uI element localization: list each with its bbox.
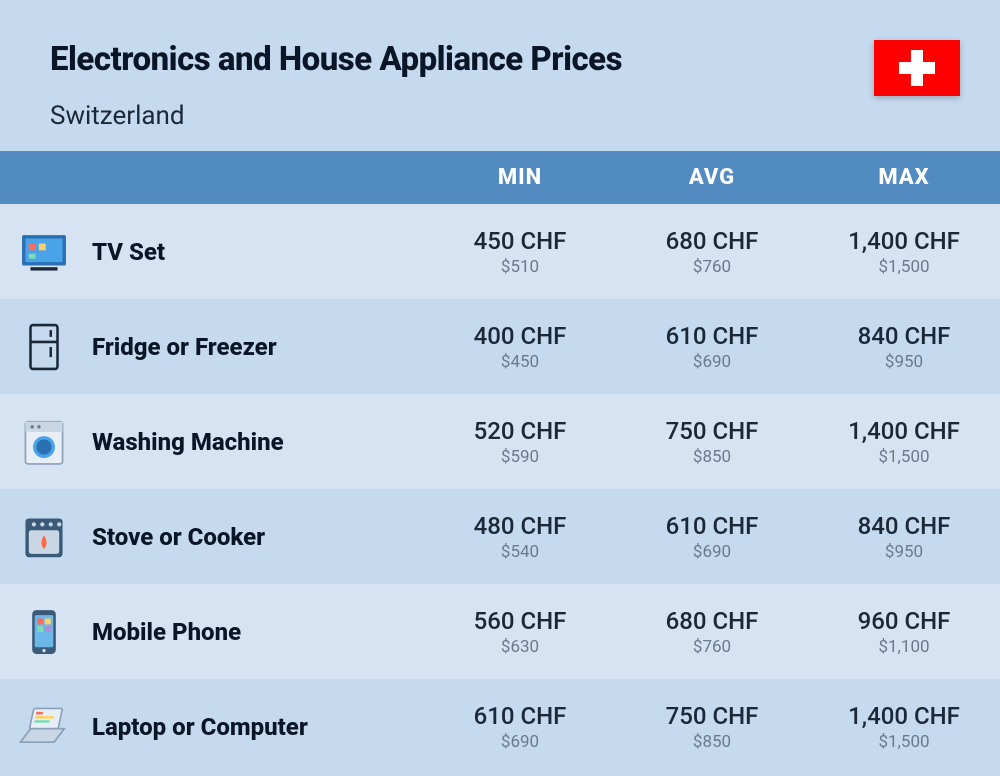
price-min: 520 CHF$590 (424, 394, 616, 489)
price-min: 610 CHF$690 (424, 679, 616, 774)
price-usd: $590 (424, 447, 616, 467)
header-icon-col (0, 151, 80, 204)
page-header: Electronics and House Appliance Prices S… (0, 0, 1000, 151)
price-chf: 750 CHF (616, 702, 808, 730)
price-usd: $1,500 (808, 732, 1000, 752)
price-max: 840 CHF$950 (808, 299, 1000, 394)
price-avg: 610 CHF$690 (616, 299, 808, 394)
price-usd: $760 (616, 637, 808, 657)
header-avg: AVG (616, 151, 808, 204)
table-body: TV Set450 CHF$510680 CHF$7601,400 CHF$1,… (0, 204, 1000, 774)
price-chf: 960 CHF (808, 607, 1000, 635)
price-usd: $690 (424, 732, 616, 752)
price-avg: 750 CHF$850 (616, 679, 808, 774)
table-header: MIN AVG MAX (0, 151, 1000, 204)
price-chf: 400 CHF (424, 322, 616, 350)
price-chf: 610 CHF (616, 512, 808, 540)
country-name: Switzerland (50, 101, 622, 131)
item-name: Mobile Phone (80, 584, 424, 679)
stove-icon (0, 489, 80, 584)
price-min: 480 CHF$540 (424, 489, 616, 584)
price-max: 1,400 CHF$1,500 (808, 394, 1000, 489)
page-title: Electronics and House Appliance Prices (50, 40, 622, 79)
price-usd: $510 (424, 257, 616, 277)
price-chf: 1,400 CHF (808, 227, 1000, 255)
table-row: TV Set450 CHF$510680 CHF$7601,400 CHF$1,… (0, 204, 1000, 299)
price-chf: 480 CHF (424, 512, 616, 540)
price-usd: $760 (616, 257, 808, 277)
price-max: 1,400 CHF$1,500 (808, 204, 1000, 299)
price-usd: $1,500 (808, 447, 1000, 467)
price-chf: 680 CHF (616, 227, 808, 255)
header-name-col (80, 151, 424, 204)
header-text: Electronics and House Appliance Prices S… (50, 40, 622, 131)
price-avg: 680 CHF$760 (616, 584, 808, 679)
price-usd: $690 (616, 352, 808, 372)
price-max: 840 CHF$950 (808, 489, 1000, 584)
laptop-icon (0, 679, 80, 774)
price-chf: 450 CHF (424, 227, 616, 255)
price-max: 1,400 CHF$1,500 (808, 679, 1000, 774)
table-row: Fridge or Freezer400 CHF$450610 CHF$6908… (0, 299, 1000, 394)
price-chf: 610 CHF (424, 702, 616, 730)
item-name: TV Set (80, 204, 424, 299)
price-avg: 750 CHF$850 (616, 394, 808, 489)
price-chf: 840 CHF (808, 512, 1000, 540)
price-min: 560 CHF$630 (424, 584, 616, 679)
table-row: Laptop or Computer610 CHF$690750 CHF$850… (0, 679, 1000, 774)
price-min: 450 CHF$510 (424, 204, 616, 299)
table-row: Mobile Phone560 CHF$630680 CHF$760960 CH… (0, 584, 1000, 679)
price-chf: 840 CHF (808, 322, 1000, 350)
price-usd: $850 (616, 732, 808, 752)
table-row: Washing Machine520 CHF$590750 CHF$8501,4… (0, 394, 1000, 489)
price-chf: 610 CHF (616, 322, 808, 350)
washer-icon (0, 394, 80, 489)
price-usd: $690 (616, 542, 808, 562)
price-avg: 680 CHF$760 (616, 204, 808, 299)
price-avg: 610 CHF$690 (616, 489, 808, 584)
price-usd: $630 (424, 637, 616, 657)
header-max: MAX (808, 151, 1000, 204)
price-usd: $950 (808, 352, 1000, 372)
price-usd: $950 (808, 542, 1000, 562)
phone-icon (0, 584, 80, 679)
price-chf: 520 CHF (424, 417, 616, 445)
price-chf: 1,400 CHF (808, 417, 1000, 445)
price-usd: $850 (616, 447, 808, 467)
item-name: Laptop or Computer (80, 679, 424, 774)
price-chf: 560 CHF (424, 607, 616, 635)
swiss-flag-icon (874, 40, 960, 96)
price-max: 960 CHF$1,100 (808, 584, 1000, 679)
header-min: MIN (424, 151, 616, 204)
price-table: MIN AVG MAX TV Set450 CHF$510680 CHF$760… (0, 151, 1000, 774)
price-usd: $540 (424, 542, 616, 562)
item-name: Fridge or Freezer (80, 299, 424, 394)
price-usd: $450 (424, 352, 616, 372)
price-min: 400 CHF$450 (424, 299, 616, 394)
fridge-icon (0, 299, 80, 394)
price-usd: $1,500 (808, 257, 1000, 277)
price-chf: 680 CHF (616, 607, 808, 635)
tv-icon (0, 204, 80, 299)
item-name: Stove or Cooker (80, 489, 424, 584)
table-row: Stove or Cooker480 CHF$540610 CHF$690840… (0, 489, 1000, 584)
price-chf: 750 CHF (616, 417, 808, 445)
price-chf: 1,400 CHF (808, 702, 1000, 730)
price-usd: $1,100 (808, 637, 1000, 657)
item-name: Washing Machine (80, 394, 424, 489)
